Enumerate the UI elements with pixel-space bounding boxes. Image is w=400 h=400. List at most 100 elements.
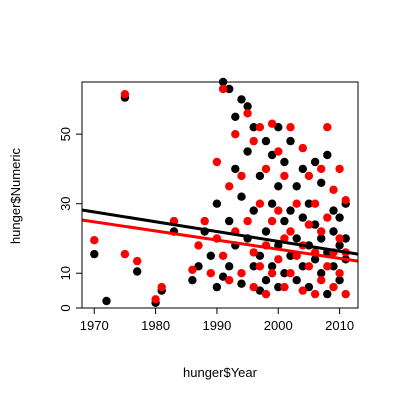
data-point-s0-11 (212, 282, 222, 292)
data-point-s0-63 (317, 234, 326, 243)
y-tick-label-0: 0 (58, 304, 73, 311)
data-point-s0-51 (292, 234, 301, 243)
x-tick-label-2: 1990 (202, 318, 231, 333)
data-point-s0-70 (335, 241, 344, 250)
data-point-s1-29 (261, 164, 271, 174)
data-point-s0-59 (310, 255, 320, 264)
data-point-s1-3 (133, 256, 142, 266)
data-point-s0-60 (310, 220, 320, 229)
data-point-s0-39 (274, 123, 283, 132)
data-point-s1-65 (335, 234, 344, 243)
data-point-s1-32 (267, 119, 277, 128)
x-axis: 1970 1980 1990 2000 2010 (80, 307, 354, 333)
data-point-s0-26 (243, 147, 252, 156)
y-tick-label-2: 30 (58, 196, 73, 210)
data-point-s0-1 (102, 296, 111, 306)
y-axis: 0 10 30 50 (58, 127, 83, 312)
data-point-s0-35 (261, 276, 271, 285)
data-point-s0-0 (90, 249, 99, 259)
data-point-s0-14 (218, 272, 228, 281)
data-point-s0-30 (255, 286, 265, 295)
data-point-s1-22 (243, 216, 252, 226)
data-point-s1-67 (341, 196, 350, 205)
data-point-s0-7 (188, 276, 197, 285)
data-point-s0-10 (206, 251, 215, 260)
data-point-s1-15 (225, 182, 234, 191)
data-point-s0-71 (335, 276, 344, 285)
data-point-s1-12 (212, 157, 222, 167)
data-point-s1-43 (286, 269, 295, 278)
data-point-s0-23 (237, 192, 246, 201)
data-point-s1-46 (298, 143, 307, 153)
data-point-s0-41 (274, 282, 283, 292)
data-point-s1-16 (225, 276, 234, 285)
data-point-s0-45 (280, 157, 289, 167)
data-point-s0-33 (261, 136, 271, 146)
data-point-s0-42 (274, 182, 283, 191)
data-point-s1-34 (267, 269, 277, 278)
data-point-s0-22 (237, 279, 246, 288)
x-axis-label: hunger$Year (183, 365, 258, 380)
data-point-s1-58 (323, 123, 332, 132)
data-point-s0-18 (231, 164, 240, 174)
data-point-s1-0 (90, 236, 99, 245)
data-point-s0-16 (225, 262, 234, 271)
data-point-s0-72 (335, 213, 344, 222)
data-point-s0-43 (280, 216, 289, 226)
data-point-s1-51 (304, 262, 314, 271)
data-point-s1-56 (317, 227, 326, 236)
data-point-s0-19 (231, 112, 240, 122)
data-point-s0-29 (249, 123, 258, 132)
data-point-s1-59 (323, 213, 332, 222)
data-point-s1-2 (120, 249, 130, 259)
data-point-s1-48 (298, 286, 307, 295)
data-point-s0-8 (194, 262, 203, 271)
data-point-s0-31 (255, 171, 265, 181)
data-point-s1-33 (267, 216, 277, 226)
data-point-s0-27 (249, 262, 258, 271)
data-point-s0-21 (237, 95, 246, 104)
data-point-s1-64 (335, 164, 344, 174)
points-layer (90, 77, 350, 307)
data-point-s1-54 (310, 289, 320, 299)
data-point-s0-38 (267, 262, 277, 271)
y-tick-label-1: 10 (58, 266, 73, 280)
data-point-s0-50 (292, 276, 301, 285)
data-point-s0-36 (267, 150, 277, 160)
data-point-s1-63 (329, 282, 338, 292)
regression-line-1 (81, 218, 359, 263)
data-point-s1-4 (151, 295, 160, 304)
data-point-s1-57 (317, 276, 326, 285)
data-point-s1-69 (341, 289, 350, 299)
data-point-s0-55 (304, 199, 314, 208)
data-point-s0-15 (225, 84, 234, 94)
data-point-s1-17 (231, 130, 240, 139)
data-point-s1-66 (335, 269, 344, 278)
data-point-s0-54 (298, 213, 307, 222)
data-point-s0-53 (298, 262, 307, 271)
data-point-s1-38 (280, 171, 289, 181)
data-point-s0-32 (255, 251, 265, 260)
data-point-s0-12 (212, 199, 222, 208)
data-point-s1-49 (304, 171, 314, 181)
data-point-s1-25 (249, 282, 258, 292)
data-point-s1-50 (304, 220, 314, 229)
x-tick-label-0: 1970 (80, 318, 109, 333)
x-tick-label-1: 1980 (141, 318, 170, 333)
data-point-s1-9 (200, 216, 209, 226)
data-point-s0-68 (329, 262, 338, 271)
data-point-s1-24 (249, 248, 258, 257)
data-point-s0-48 (286, 206, 295, 215)
data-point-s1-61 (329, 185, 338, 194)
data-point-s1-8 (194, 241, 203, 250)
data-point-s1-36 (274, 206, 283, 215)
data-point-s0-62 (317, 269, 326, 278)
data-point-s0-64 (323, 150, 332, 160)
data-point-s1-5 (157, 282, 166, 292)
data-point-s1-10 (206, 269, 215, 278)
y-axis-label: hunger$Numeric (8, 147, 23, 244)
data-point-s0-49 (292, 182, 301, 191)
data-point-s1-41 (286, 123, 295, 132)
data-point-s1-7 (188, 265, 197, 274)
data-point-s0-47 (286, 251, 295, 260)
